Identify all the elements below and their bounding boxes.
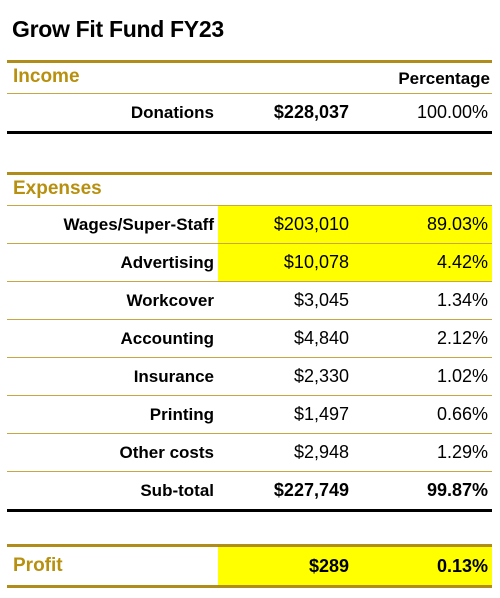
profit-percentage: 0.13% bbox=[353, 547, 492, 585]
row-percentage: 2.12% bbox=[436, 328, 488, 348]
table-row-advertising: Advertising $10,078 4.42% bbox=[7, 243, 492, 281]
table-row-subtotal: Sub-total $227,749 99.87% bbox=[7, 471, 492, 512]
row-percentage: 1.02% bbox=[436, 366, 488, 386]
row-category: Advertising bbox=[120, 253, 214, 272]
row-percentage: 1.34% bbox=[436, 290, 488, 310]
expenses-section-label: Expenses bbox=[13, 178, 102, 199]
row-amount: $228,037 bbox=[273, 102, 349, 122]
profit-amount: $289 bbox=[218, 547, 353, 585]
income-header: Income Percentage bbox=[7, 60, 492, 93]
row-percentage: 1.29% bbox=[436, 442, 488, 462]
profit-row: Profit $289 0.13% bbox=[7, 544, 492, 588]
row-amount: $3,045 bbox=[293, 290, 349, 310]
row-percentage: 0.66% bbox=[436, 404, 488, 424]
row-percentage: 89.03% bbox=[353, 206, 492, 243]
table-row-donations: Donations $228,037 100.00% bbox=[7, 93, 492, 134]
table-row-workcover: Workcover $3,045 1.34% bbox=[7, 281, 492, 319]
row-amount: $10,078 bbox=[218, 244, 353, 281]
row-amount: $2,948 bbox=[293, 442, 349, 462]
row-category: Accounting bbox=[120, 329, 215, 348]
row-percentage: 4.42% bbox=[353, 244, 492, 281]
row-category: Other costs bbox=[119, 443, 214, 462]
row-category: Insurance bbox=[133, 367, 214, 386]
row-amount: $203,010 bbox=[218, 206, 353, 243]
row-category: Wages/Super-Staff bbox=[63, 215, 214, 234]
table-row-other-costs: Other costs $2,948 1.29% bbox=[7, 433, 492, 471]
table-row-wages: Wages/Super-Staff $203,010 89.03% bbox=[7, 205, 492, 243]
row-amount: $227,749 bbox=[273, 480, 349, 500]
table-row-insurance: Insurance $2,330 1.02% bbox=[7, 357, 492, 395]
profit-label: Profit bbox=[13, 555, 63, 576]
row-percentage: 99.87% bbox=[426, 480, 488, 500]
page-title: Grow Fit Fund FY23 bbox=[12, 16, 224, 42]
expenses-header: Expenses bbox=[7, 172, 492, 205]
income-section-label: Income bbox=[13, 66, 80, 87]
row-percentage: 100.00% bbox=[416, 102, 488, 122]
row-amount: $4,840 bbox=[293, 328, 349, 348]
row-category: Sub-total bbox=[140, 481, 214, 500]
row-amount: $1,497 bbox=[293, 404, 349, 424]
row-category: Workcover bbox=[126, 291, 214, 310]
row-category: Donations bbox=[130, 103, 214, 122]
row-amount: $2,330 bbox=[293, 366, 349, 386]
table-row-accounting: Accounting $4,840 2.12% bbox=[7, 319, 492, 357]
percentage-column-header: Percentage bbox=[398, 69, 490, 88]
table-row-printing: Printing $1,497 0.66% bbox=[7, 395, 492, 433]
row-category: Printing bbox=[149, 405, 214, 424]
